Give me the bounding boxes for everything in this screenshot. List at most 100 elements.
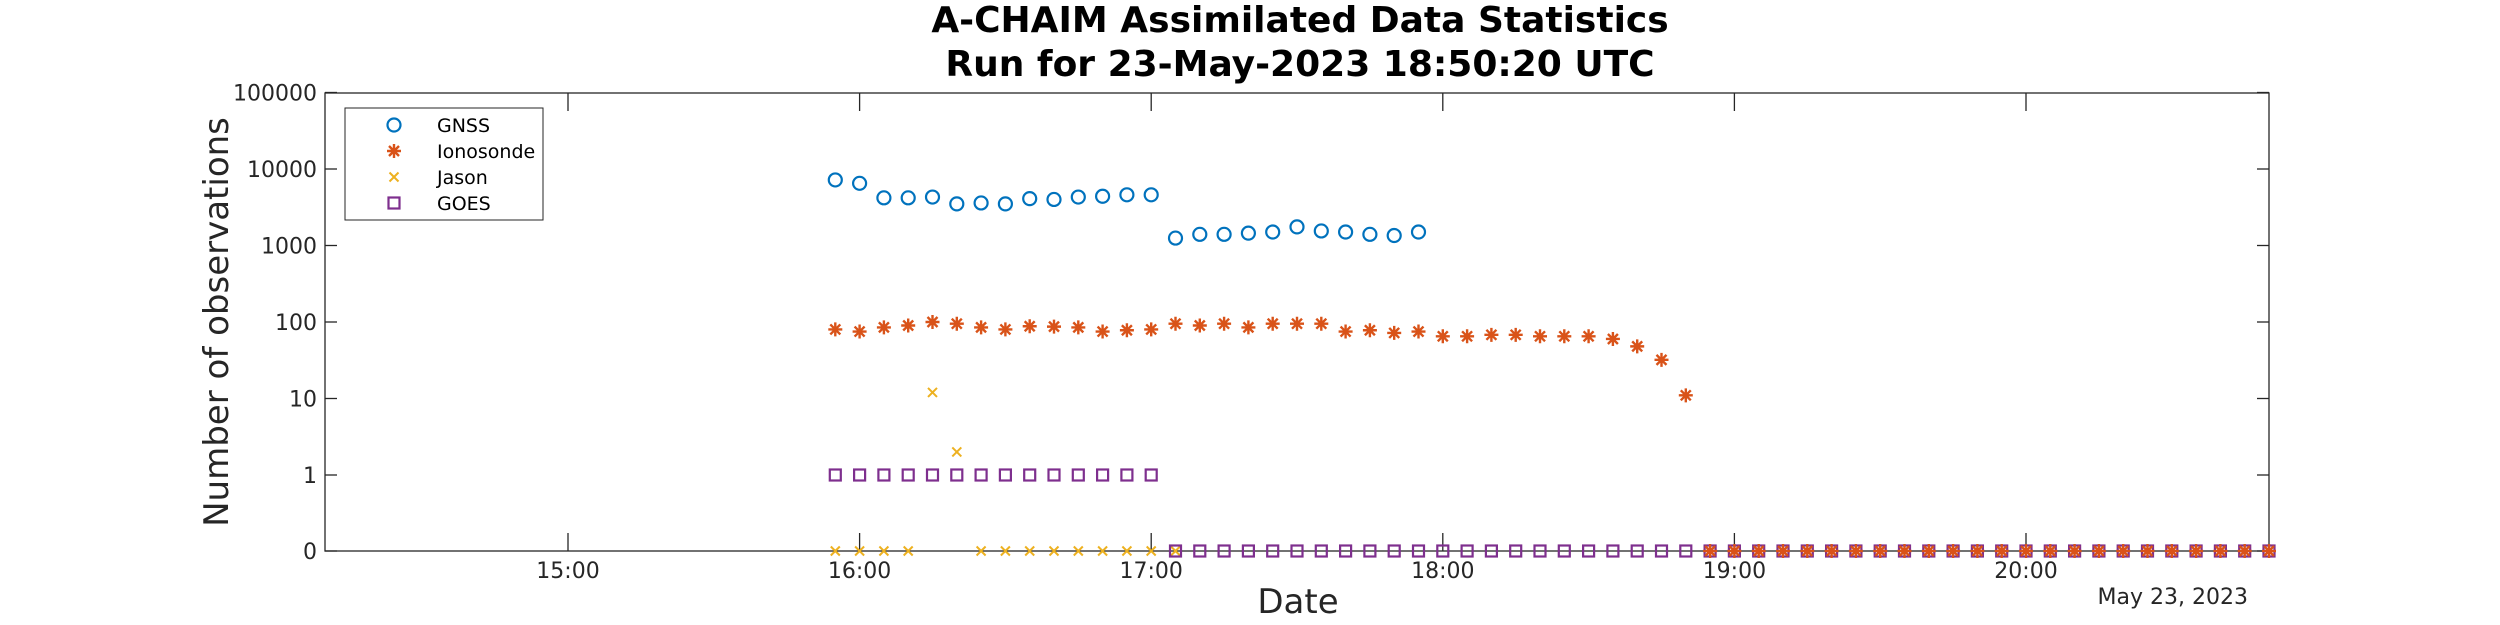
ionosonde-point	[1654, 352, 1669, 367]
jason-point	[854, 545, 865, 557]
extra-point	[2237, 544, 2252, 558]
extra-point	[1800, 544, 1815, 558]
ionosonde-point	[1095, 324, 1110, 339]
extra-point	[2189, 544, 2204, 558]
jason-point	[1145, 545, 1157, 557]
gnss-point	[973, 195, 989, 211]
extra-point	[1703, 544, 1718, 558]
goes-point	[1509, 544, 1523, 558]
goes-point	[974, 468, 988, 482]
extra-point	[1727, 544, 1742, 558]
gnss-point	[1192, 226, 1208, 242]
ionosonde-point	[1678, 388, 1693, 403]
jason-point	[1048, 545, 1060, 557]
ionosonde-point	[949, 316, 964, 331]
jason-point	[1121, 545, 1133, 557]
gnss-point	[827, 172, 843, 188]
x-axis-date-label: May 23, 2023	[2098, 585, 2248, 610]
gnss-point	[1265, 224, 1281, 240]
jason-point	[1000, 545, 1011, 557]
extra-point	[2043, 544, 2058, 558]
ionosonde-point	[1605, 331, 1620, 346]
axis-ticks: 0 1 10 100 1000 10000 100000 15:00 16:00 17:00 18:…	[233, 82, 2269, 584]
gnss-point	[1386, 227, 1402, 244]
extra-point	[2140, 544, 2155, 558]
ionosonde-point	[1168, 316, 1183, 331]
data-marks	[827, 172, 2276, 558]
gnss-point	[997, 196, 1014, 212]
x-tick-label: 18:00	[1411, 559, 1474, 584]
ionosonde-point	[1557, 329, 1572, 344]
gnss-point	[1337, 224, 1354, 240]
jason-point	[927, 387, 938, 398]
ionosonde-point	[1192, 318, 1207, 333]
goes-point	[1411, 544, 1426, 558]
legend-marker-jason	[388, 171, 400, 183]
goes-point	[1266, 544, 1280, 558]
ionosonde-point	[1581, 329, 1596, 344]
x-tick-label: 17:00	[1119, 559, 1182, 584]
gnss-point	[851, 175, 868, 191]
extra-point	[2019, 544, 2033, 558]
goes-point	[1290, 544, 1304, 558]
ionosonde-point	[1144, 322, 1159, 337]
x-axis-label: Date	[1257, 582, 1338, 622]
y-axis-label: Number of observations	[197, 117, 237, 527]
extra-point	[1946, 544, 1961, 558]
goes-point	[1217, 544, 1231, 558]
y-tick-label: 100	[275, 311, 317, 336]
ionosonde-point	[1265, 316, 1280, 331]
ionosonde-point	[925, 315, 940, 329]
ionosonde-point	[901, 318, 916, 333]
ionosonde-point	[1217, 316, 1232, 331]
extra-point	[1970, 544, 1985, 558]
goes-point	[925, 468, 940, 482]
gnss-point	[1070, 189, 1086, 205]
goes-point	[1314, 544, 1328, 558]
gnss-point	[1094, 188, 1111, 204]
ionosonde-point	[828, 322, 843, 337]
y-tick-label: 100000	[233, 82, 317, 107]
jason-point	[830, 545, 841, 557]
goes-point	[1168, 544, 1183, 558]
legend: GNSS Ionosonde Jason GOES	[344, 107, 544, 221]
extra-point	[1848, 544, 1863, 558]
gnss-point	[1022, 191, 1038, 207]
extra-point	[2213, 544, 2228, 558]
goes-point	[1363, 544, 1377, 558]
jason-point	[1073, 545, 1084, 557]
ionosonde-point	[1533, 329, 1547, 344]
jason-point	[1024, 545, 1035, 557]
ionosonde-point	[1314, 316, 1329, 331]
extra-point	[1873, 544, 1888, 558]
jason-point	[975, 545, 987, 557]
extra-point	[2164, 544, 2179, 558]
legend-label-jason: Jason	[436, 167, 488, 189]
legend-label-gnss: GNSS	[437, 115, 490, 137]
goes-point	[1047, 468, 1061, 482]
goes-point	[852, 468, 867, 482]
gnss-point	[949, 196, 965, 212]
ionosonde-point	[1411, 324, 1426, 339]
y-tick-label: 1000	[261, 235, 317, 260]
extra-point	[1921, 544, 1936, 558]
goes-point	[1241, 544, 1256, 558]
goes-point	[1023, 468, 1037, 482]
gnss-point	[1046, 191, 1062, 208]
goes-point	[1120, 468, 1134, 482]
x-tick-label: 15:00	[536, 559, 599, 584]
goes-point	[1654, 544, 1669, 558]
jason-point	[902, 545, 914, 557]
gnss-point	[1313, 223, 1329, 239]
goes-point	[1581, 544, 1596, 558]
ionosonde-point	[1119, 323, 1134, 338]
y-tick-label: 10000	[247, 158, 317, 183]
gnss-point	[876, 190, 892, 206]
goes-point	[1193, 544, 1207, 558]
x-tick-label: 16:00	[828, 559, 891, 584]
extra-point	[1776, 544, 1790, 558]
legend-marker-goes	[387, 196, 401, 210]
goes-point	[1630, 544, 1644, 558]
goes-point	[1484, 544, 1499, 558]
jason-point	[951, 446, 963, 458]
